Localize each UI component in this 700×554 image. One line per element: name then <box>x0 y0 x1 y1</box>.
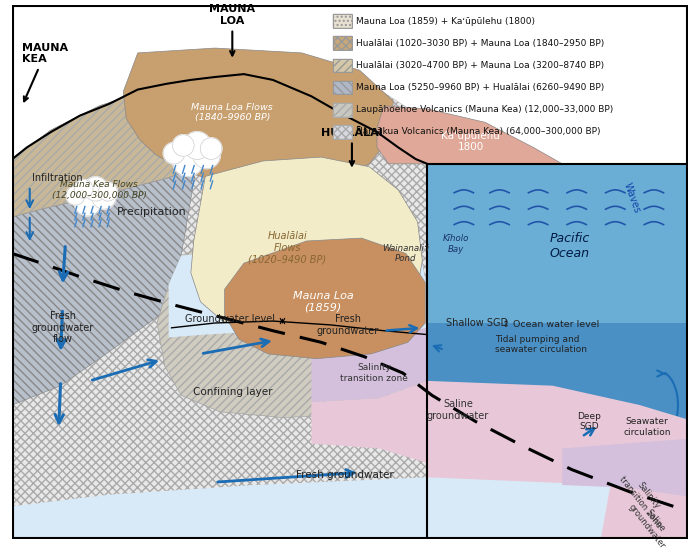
Polygon shape <box>427 164 687 539</box>
Text: ↕ Ocean water level: ↕ Ocean water level <box>503 320 600 330</box>
Circle shape <box>193 141 220 168</box>
Text: Mauna Loa (5250–9960 BP) + Hualālai (6260–9490 BP): Mauna Loa (5250–9960 BP) + Hualālai (626… <box>356 83 604 92</box>
Polygon shape <box>13 478 687 539</box>
Circle shape <box>74 189 101 216</box>
Text: Saline
groundwater: Saline groundwater <box>427 399 489 420</box>
Text: Infiltration: Infiltration <box>32 173 83 183</box>
Text: Pacific
Ocean: Pacific Ocean <box>550 232 590 260</box>
Text: Deep
SGD: Deep SGD <box>578 412 601 431</box>
Polygon shape <box>427 323 687 539</box>
Circle shape <box>172 135 194 156</box>
Circle shape <box>74 179 93 198</box>
Polygon shape <box>562 439 687 496</box>
Text: MAUNA
KEA: MAUNA KEA <box>22 43 68 101</box>
Text: Kaʻūpūlehu
1800: Kaʻūpūlehu 1800 <box>441 131 500 152</box>
Text: Mauna Loa (1859) + Kaʻūpūlehu (1800): Mauna Loa (1859) + Kaʻūpūlehu (1800) <box>356 17 535 25</box>
Text: Hualālai
Flows
(1020–9490 BP): Hualālai Flows (1020–9490 BP) <box>248 231 326 264</box>
Text: Fresh
groundwater: Fresh groundwater <box>317 314 379 336</box>
Bar <box>332 14 352 28</box>
Text: Precipitation: Precipitation <box>118 207 187 217</box>
Polygon shape <box>13 74 273 217</box>
Text: Saline
groundwater: Saline groundwater <box>626 496 676 551</box>
Text: MAUNA
LOA: MAUNA LOA <box>209 4 256 55</box>
Bar <box>332 59 352 72</box>
Text: Shallow SGD: Shallow SGD <box>447 318 509 328</box>
Bar <box>332 81 352 94</box>
Bar <box>332 37 352 50</box>
Bar <box>332 81 352 94</box>
Text: Waves: Waves <box>622 181 642 214</box>
Circle shape <box>172 146 204 176</box>
Bar <box>332 125 352 138</box>
Text: Laupāhoehoe Volcanics (Mauna Kea) (12,000–33,000 BP): Laupāhoehoe Volcanics (Mauna Kea) (12,00… <box>356 105 613 114</box>
Text: Kīholo
Bay: Kīholo Bay <box>443 234 469 254</box>
Polygon shape <box>225 238 425 358</box>
Text: Hualālai (3020–4700 BP) + Mauna Loa (3200–8740 BP): Hualālai (3020–4700 BP) + Mauna Loa (320… <box>356 61 604 70</box>
Polygon shape <box>312 328 427 402</box>
Polygon shape <box>13 74 687 539</box>
Text: HUALĀLAI: HUALĀLAI <box>321 128 383 166</box>
Polygon shape <box>157 219 427 418</box>
Circle shape <box>66 186 85 205</box>
Text: Wainanaliʻi
Pond: Wainanaliʻi Pond <box>382 244 429 263</box>
Text: Salinity
transition zone: Salinity transition zone <box>617 468 671 529</box>
Bar <box>332 37 352 50</box>
Polygon shape <box>312 381 687 539</box>
Bar <box>332 59 352 72</box>
Bar <box>332 14 352 28</box>
Circle shape <box>99 182 118 201</box>
Circle shape <box>163 142 185 164</box>
Circle shape <box>92 185 116 209</box>
Text: Groundwater level: Groundwater level <box>185 314 275 324</box>
Text: Salinity
transition zone: Salinity transition zone <box>340 363 408 383</box>
Polygon shape <box>377 106 562 164</box>
Polygon shape <box>123 48 393 183</box>
Polygon shape <box>13 171 196 405</box>
Text: Seawater
circulation: Seawater circulation <box>624 418 671 437</box>
Circle shape <box>183 132 211 160</box>
Polygon shape <box>191 157 422 337</box>
Bar <box>332 103 352 116</box>
Bar <box>332 125 352 138</box>
Bar <box>332 103 352 116</box>
Text: Mauna Loa Flows
(1840–9960 BP): Mauna Loa Flows (1840–9960 BP) <box>191 103 273 122</box>
Circle shape <box>200 138 222 160</box>
Polygon shape <box>601 485 687 539</box>
Text: Mauna Loa
(1859): Mauna Loa (1859) <box>293 291 354 312</box>
Polygon shape <box>169 238 427 337</box>
Text: Hualālai (1020–3030 BP) + Mauna Loa (1840–2950 BP): Hualālai (1020–3030 BP) + Mauna Loa (184… <box>356 39 604 48</box>
Text: Fresh
groundwater
flow: Fresh groundwater flow <box>32 311 94 345</box>
Text: Hāmākua Volcanics (Mauna Kea) (64,000–300,000 BP): Hāmākua Volcanics (Mauna Kea) (64,000–30… <box>356 127 601 136</box>
Circle shape <box>83 177 108 201</box>
Text: Tidal pumping and
seawater circulation: Tidal pumping and seawater circulation <box>495 335 587 354</box>
Text: Confining layer: Confining layer <box>193 387 272 397</box>
Text: Fresh groundwater: Fresh groundwater <box>296 470 394 480</box>
Text: Mauna Kea Flows
(12,000–300,000 BP): Mauna Kea Flows (12,000–300,000 BP) <box>52 180 146 199</box>
